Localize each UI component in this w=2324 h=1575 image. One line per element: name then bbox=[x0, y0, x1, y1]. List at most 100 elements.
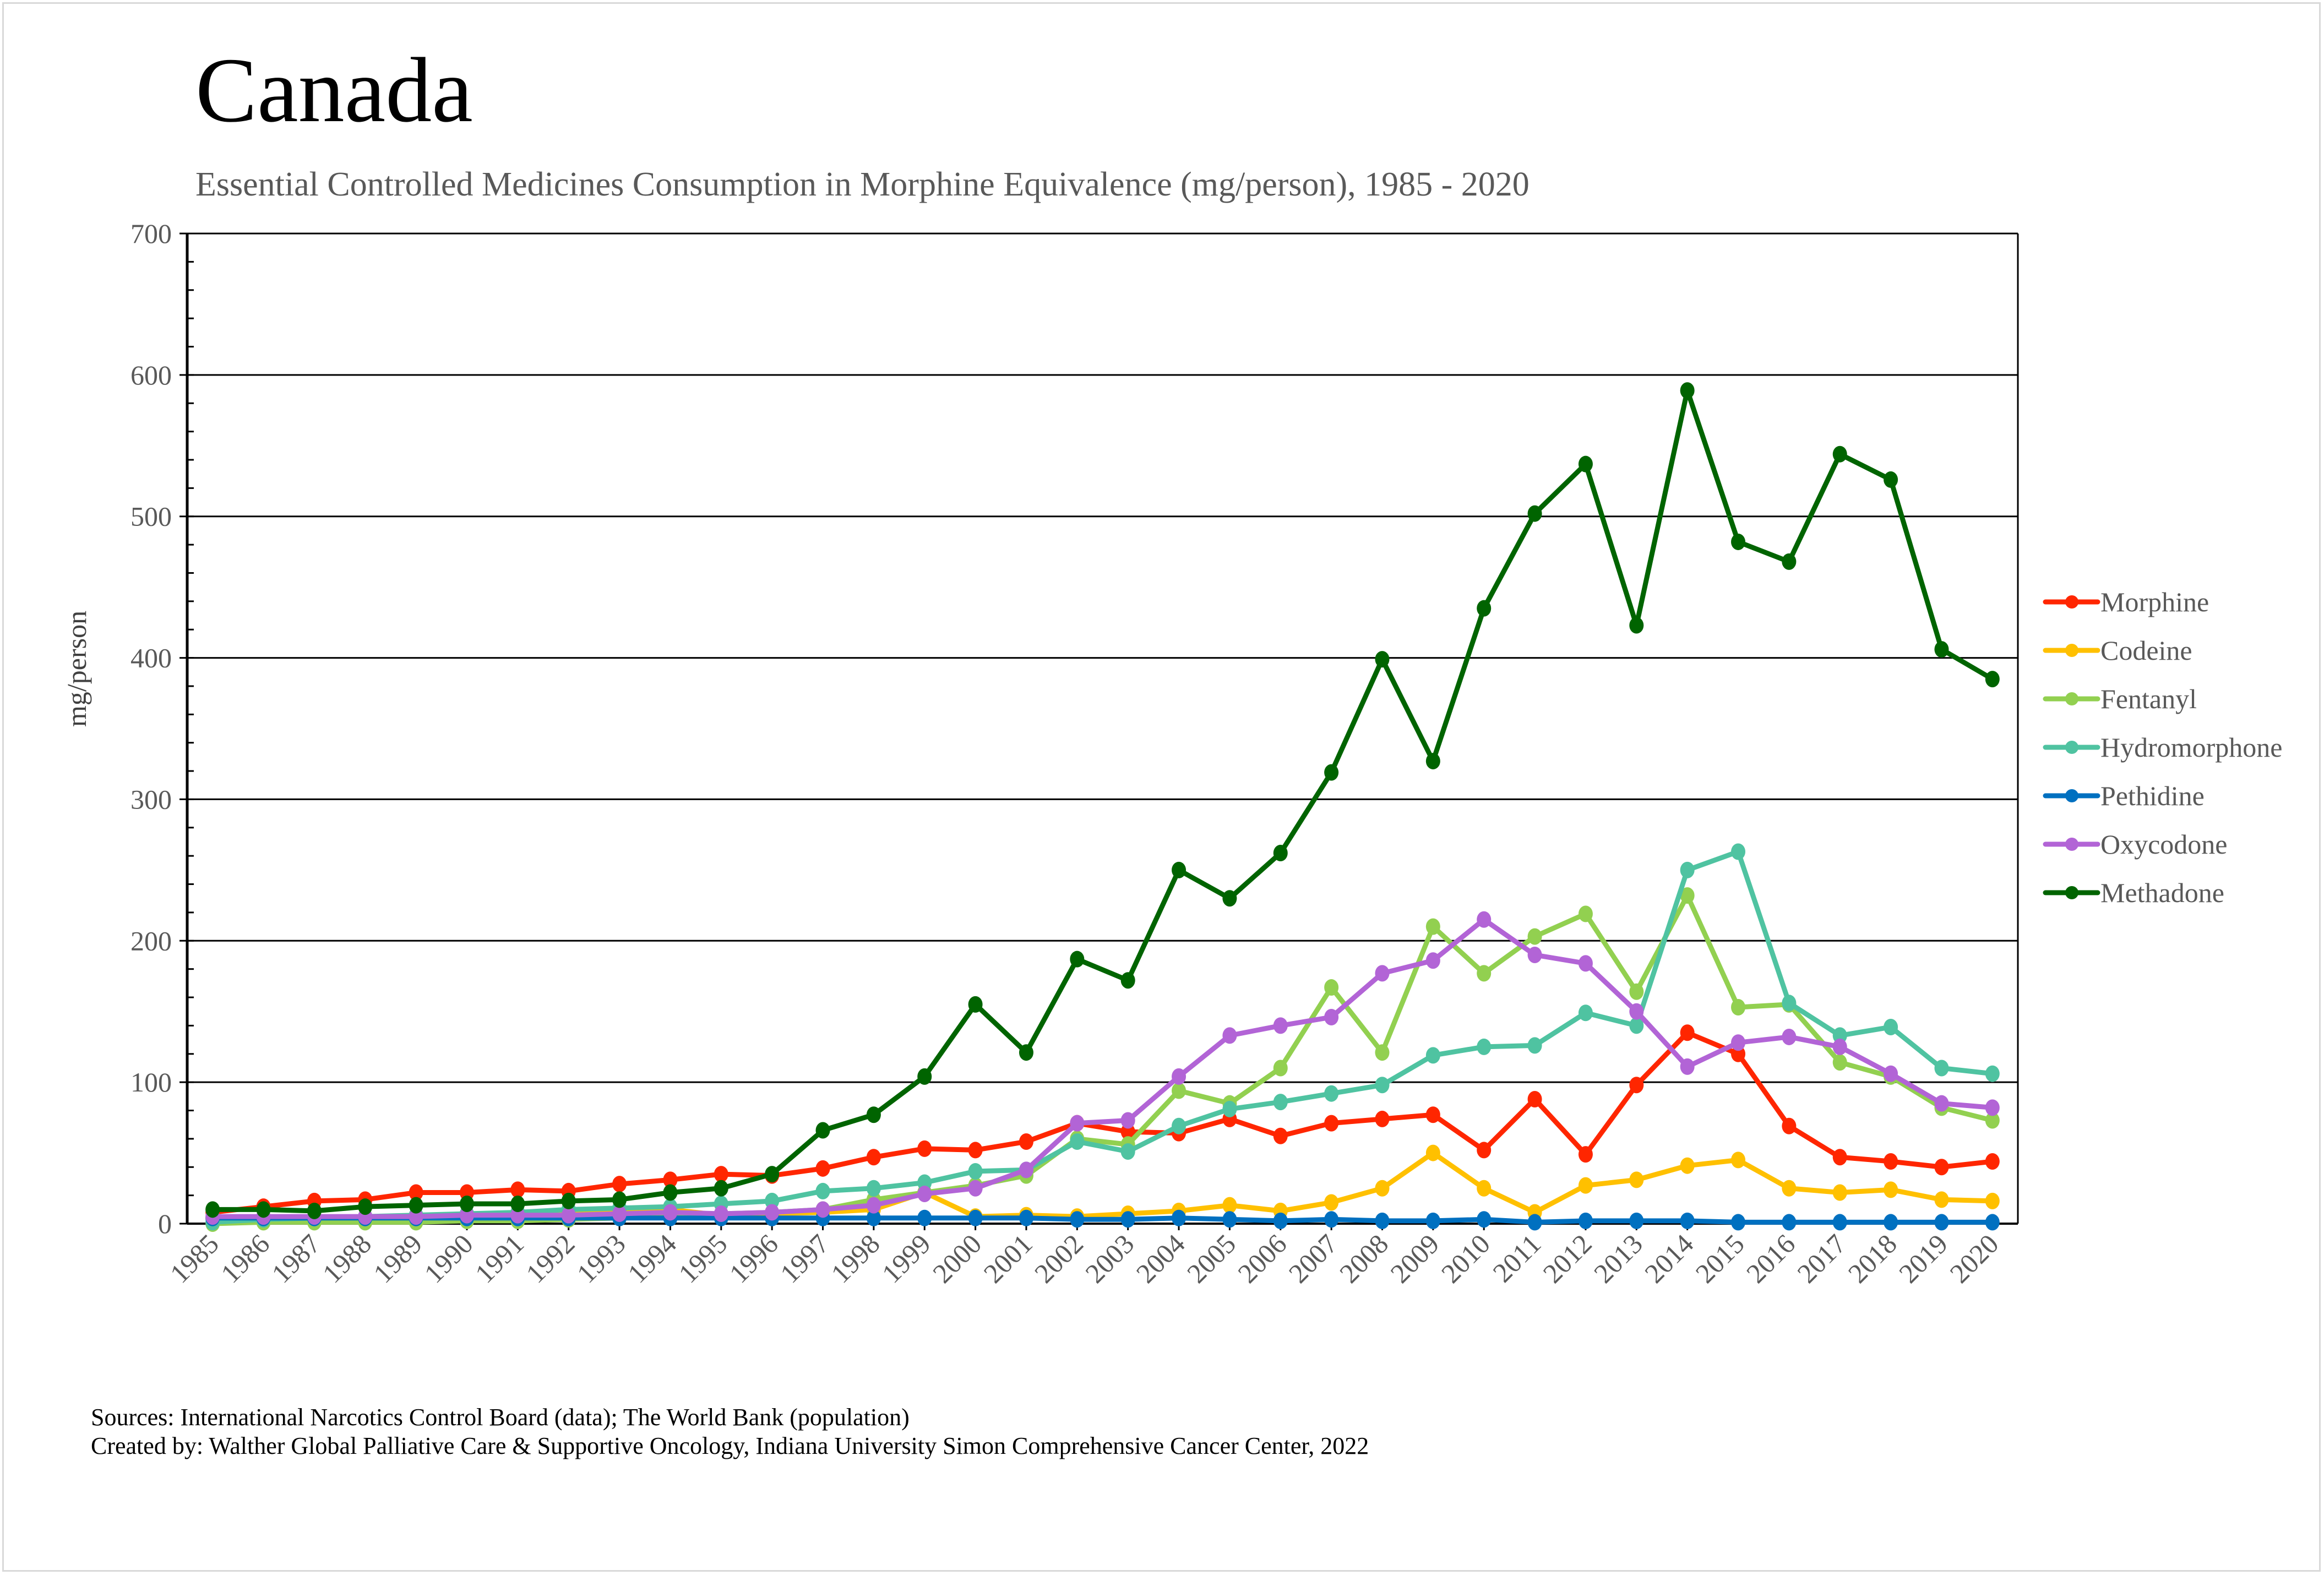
data-point-methadone bbox=[1222, 890, 1237, 907]
data-point-fentanyl bbox=[1985, 1112, 2000, 1129]
data-point-morphine bbox=[1527, 1090, 1542, 1107]
data-point-oxycodone bbox=[714, 1205, 728, 1223]
data-point-oxycodone bbox=[1832, 1038, 1847, 1055]
x-tick-label: 1993 bbox=[571, 1228, 632, 1289]
legend-label-pethidine: Pethidine bbox=[2100, 780, 2205, 811]
data-point-oxycodone bbox=[1884, 1065, 1898, 1082]
data-point-fentanyl bbox=[1324, 979, 1339, 996]
data-point-pethidine bbox=[1731, 1214, 1746, 1231]
data-point-methadone bbox=[510, 1196, 525, 1213]
x-tick-label: 1999 bbox=[876, 1228, 937, 1289]
series-line-oxycodone bbox=[213, 917, 1993, 1219]
data-point-hydromorphone bbox=[1324, 1085, 1339, 1102]
data-point-morphine bbox=[1425, 1106, 1440, 1123]
x-tick-label: 2006 bbox=[1232, 1228, 1292, 1289]
x-tick-label: 1995 bbox=[672, 1228, 733, 1289]
data-point-morphine bbox=[1782, 1117, 1797, 1134]
data-point-methadone bbox=[663, 1184, 678, 1201]
data-point-oxycodone bbox=[815, 1201, 830, 1218]
data-point-oxycodone bbox=[612, 1205, 627, 1223]
data-point-fentanyl bbox=[1172, 1082, 1187, 1099]
legend-label-methadone: Methadone bbox=[2100, 877, 2224, 908]
data-point-codeine bbox=[1832, 1184, 1847, 1201]
data-point-oxycodone bbox=[1070, 1115, 1085, 1132]
y-tick-label: 0 bbox=[158, 1208, 172, 1239]
data-point-hydromorphone bbox=[968, 1163, 983, 1180]
x-tick-label: 1985 bbox=[164, 1228, 225, 1289]
x-tick-label: 1997 bbox=[774, 1228, 835, 1289]
x-tick-label: 2007 bbox=[1283, 1228, 1343, 1289]
data-point-pethidine bbox=[968, 1209, 983, 1226]
data-point-fentanyl bbox=[1832, 1054, 1847, 1071]
data-point-methadone bbox=[1425, 753, 1440, 770]
x-tick-label: 2012 bbox=[1537, 1228, 1597, 1289]
y-tick-label: 600 bbox=[130, 360, 172, 390]
data-point-hydromorphone bbox=[1985, 1065, 2000, 1082]
x-tick-label: 1988 bbox=[317, 1228, 377, 1289]
data-point-morphine bbox=[510, 1181, 525, 1198]
data-point-methadone bbox=[459, 1196, 474, 1213]
data-point-hydromorphone bbox=[1680, 861, 1695, 878]
data-point-pethidine bbox=[1324, 1211, 1339, 1228]
x-tick-label: 2011 bbox=[1487, 1228, 1547, 1288]
legend-marker-codeine bbox=[2065, 644, 2078, 657]
data-point-oxycodone bbox=[1680, 1058, 1695, 1075]
data-point-codeine bbox=[1985, 1192, 2000, 1209]
legend-label-hydromorphone: Hydromorphone bbox=[2100, 732, 2283, 763]
data-point-morphine bbox=[1731, 1045, 1746, 1062]
data-point-codeine bbox=[1629, 1171, 1644, 1188]
y-tick-label: 300 bbox=[130, 784, 172, 814]
data-point-methadone bbox=[1832, 446, 1847, 463]
data-point-pethidine bbox=[1222, 1211, 1237, 1228]
data-point-methadone bbox=[1680, 382, 1695, 399]
data-point-morphine bbox=[866, 1149, 881, 1166]
data-point-methadone bbox=[1273, 845, 1288, 862]
x-tick-label: 1994 bbox=[622, 1228, 682, 1289]
x-tick-label: 2008 bbox=[1334, 1228, 1394, 1289]
data-point-methadone bbox=[1782, 553, 1797, 570]
data-point-morphine bbox=[1019, 1133, 1033, 1150]
x-tick-label: 2001 bbox=[977, 1228, 1038, 1289]
data-point-pethidine bbox=[1019, 1209, 1033, 1226]
y-tick-label: 100 bbox=[130, 1067, 172, 1098]
legend-marker-methadone bbox=[2065, 886, 2078, 899]
data-point-hydromorphone bbox=[1425, 1047, 1440, 1064]
data-point-codeine bbox=[1782, 1180, 1797, 1197]
x-tick-label: 1990 bbox=[418, 1228, 478, 1289]
series-line-pethidine bbox=[213, 1215, 1993, 1225]
data-point-fentanyl bbox=[1578, 905, 1593, 922]
data-point-methadone bbox=[1731, 533, 1746, 550]
x-tick-label: 2019 bbox=[1893, 1228, 1953, 1289]
data-point-pethidine bbox=[1884, 1214, 1898, 1231]
data-point-codeine bbox=[1731, 1152, 1746, 1169]
data-point-methadone bbox=[612, 1191, 627, 1208]
data-point-oxycodone bbox=[1425, 952, 1440, 969]
data-point-methadone bbox=[1172, 861, 1187, 878]
x-tick-label: 2003 bbox=[1079, 1228, 1140, 1289]
data-point-codeine bbox=[1680, 1157, 1695, 1174]
data-point-methadone bbox=[561, 1192, 576, 1209]
footer-created-by: Created by: Walther Global Palliative Ca… bbox=[91, 1432, 1369, 1459]
data-point-morphine bbox=[1120, 1123, 1135, 1140]
data-point-oxycodone bbox=[1222, 1027, 1237, 1044]
data-point-hydromorphone bbox=[1120, 1143, 1135, 1160]
data-point-hydromorphone bbox=[1731, 843, 1746, 860]
data-point-codeine bbox=[1375, 1180, 1390, 1197]
data-point-methadone bbox=[1884, 471, 1898, 488]
legend-label-fentanyl: Fentanyl bbox=[2100, 683, 2197, 714]
x-tick-label: 2020 bbox=[1944, 1228, 2004, 1289]
data-point-oxycodone bbox=[1578, 955, 1593, 972]
data-point-methadone bbox=[307, 1202, 322, 1219]
x-tick-label: 1986 bbox=[215, 1228, 275, 1289]
data-point-hydromorphone bbox=[1934, 1060, 1949, 1077]
data-point-oxycodone bbox=[866, 1197, 881, 1214]
data-point-methadone bbox=[205, 1201, 220, 1218]
data-point-morphine bbox=[459, 1184, 474, 1201]
data-point-hydromorphone bbox=[1884, 1018, 1898, 1035]
data-point-morphine bbox=[1884, 1153, 1898, 1170]
data-point-methadone bbox=[866, 1106, 881, 1123]
data-point-pethidine bbox=[1578, 1212, 1593, 1229]
data-point-hydromorphone bbox=[1578, 1004, 1593, 1022]
